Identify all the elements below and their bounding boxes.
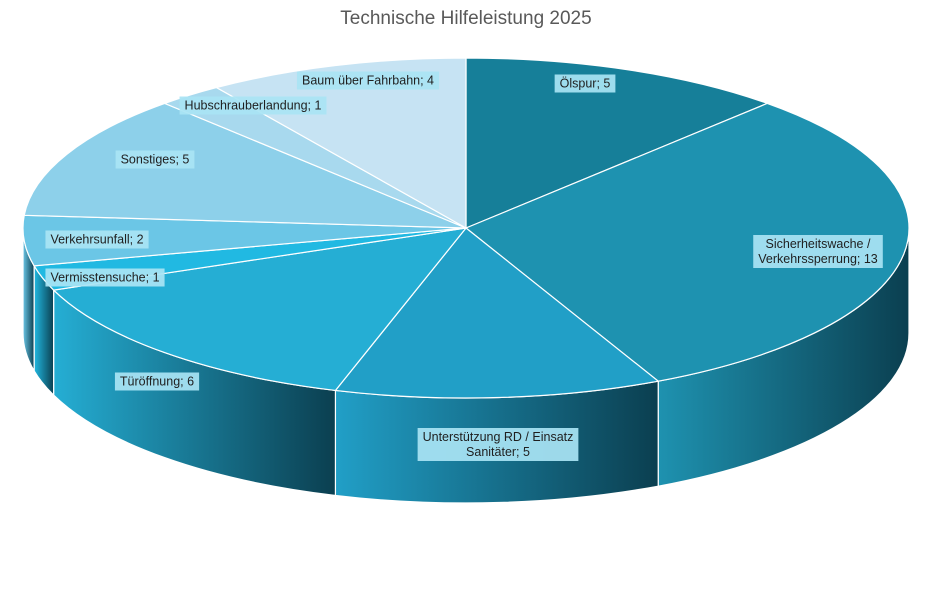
pie-labels: Ölspur; 5 Sicherheitswache /Verkehrssperr…	[45, 71, 883, 461]
pie-slice	[465, 57, 769, 229]
slice-data-label: Türöffnung; 6	[114, 372, 200, 391]
pie-slice	[334, 227, 660, 399]
slice-data-label: Hubschrauberlandung; 1	[179, 96, 327, 115]
label-background	[417, 428, 579, 461]
slice-label-text: Sicherheitswache /	[766, 237, 871, 251]
slice-data-label: Verkehrsunfall; 2	[45, 230, 149, 249]
slice-label-text: Vermisstensuche; 1	[50, 271, 159, 285]
slice-data-label: Sonstiges; 5	[115, 150, 195, 169]
label-background	[753, 235, 883, 268]
slice-data-label: Baum über Fahrbahn; 4	[296, 71, 440, 90]
slice-label-text: Baum über Fahrbahn; 4	[302, 74, 434, 88]
pie-slice	[464, 102, 910, 382]
label-background	[45, 230, 149, 249]
label-background	[45, 268, 165, 287]
label-background	[179, 96, 327, 115]
label-background	[115, 150, 195, 169]
slice-label-text: Unterstützung RD / Einsatz	[423, 430, 574, 444]
slice-label-text: Hubschrauberlandung; 1	[185, 99, 322, 113]
label-background	[554, 74, 616, 93]
slice-data-label: Ölspur; 5	[554, 74, 616, 93]
slice-data-label: Sicherheitswache /Verkehrssperrung; 13	[753, 235, 883, 268]
slice-label-text: Sonstiges; 5	[121, 153, 190, 167]
slice-label-text: Türöffnung; 6	[120, 375, 194, 389]
slice-label-text: Verkehrssperrung; 13	[758, 252, 878, 266]
chart-title: Technische Hilfeleistung 2025	[340, 8, 592, 29]
pie-slice	[23, 102, 467, 229]
slice-data-label: Vermisstensuche; 1	[45, 268, 165, 287]
pie-slice	[52, 227, 468, 392]
slice-label-text: Sanitäter; 5	[466, 445, 530, 459]
label-background	[296, 71, 440, 90]
slice-label-text: Verkehrsunfall; 2	[50, 233, 143, 247]
slice-label-text: Ölspur; 5	[560, 77, 611, 91]
label-background	[114, 372, 200, 391]
pie-slices	[22, 57, 910, 399]
